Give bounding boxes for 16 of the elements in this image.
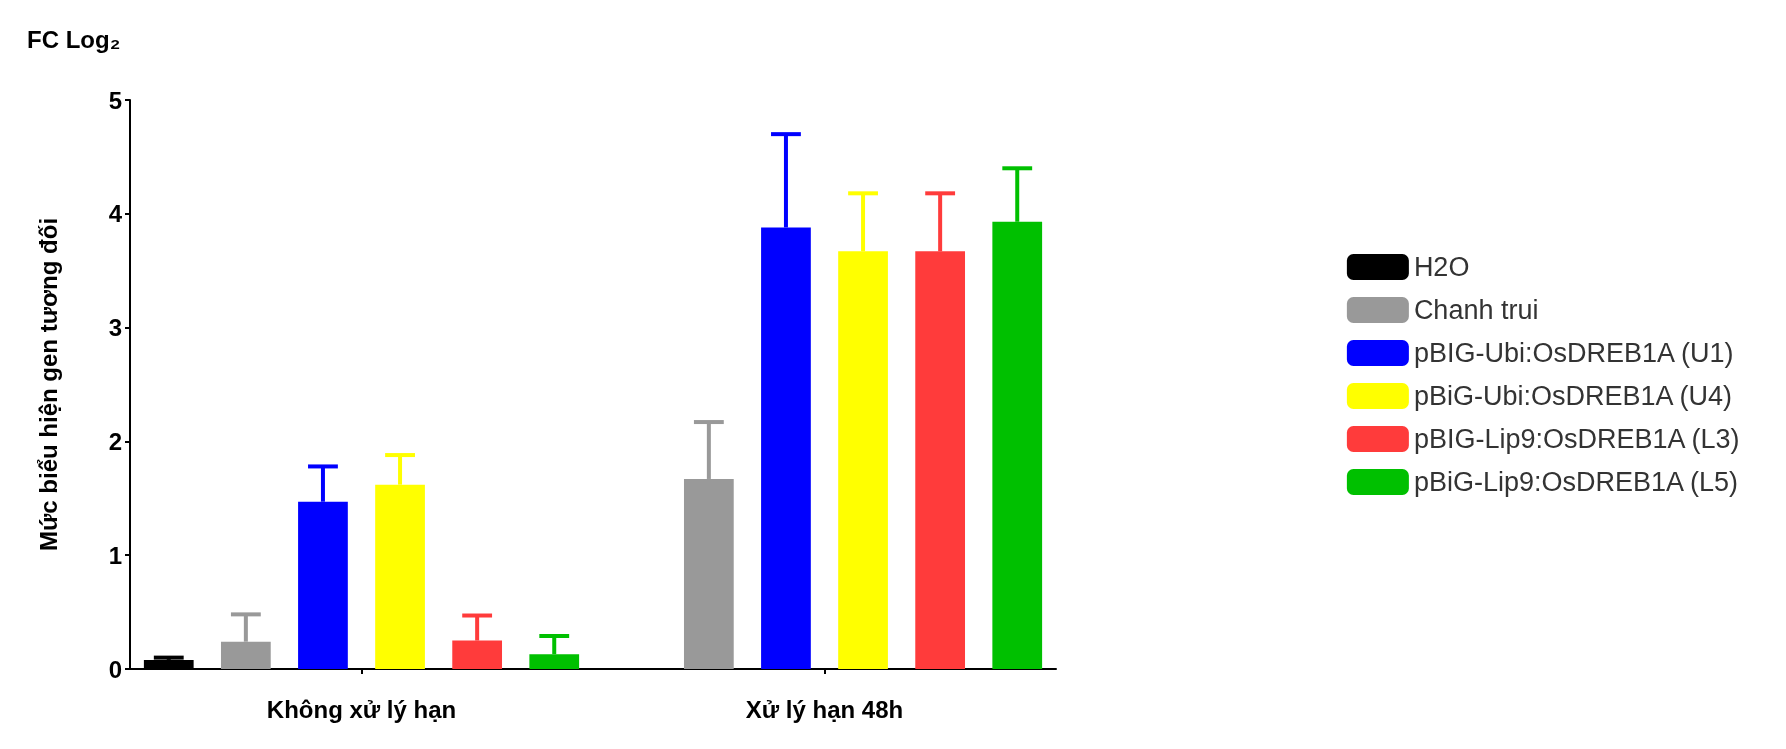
chart-title: FC Log₂ [27, 25, 121, 53]
y-tick-label: 1 [108, 541, 122, 569]
legend-label: pBIG-Lip9:OsDREB1A (L3) [1413, 424, 1740, 454]
legend-label: pBiG-Ubi:OsDREB1A (U4) [1413, 381, 1732, 411]
x-tick-label: Không xử lý hạn [266, 695, 457, 723]
y-axis-title: Mức biểu hiện gen tương đối [34, 217, 62, 552]
y-tick-label: 0 [108, 655, 122, 683]
legend-label: Chanh trui [1413, 295, 1539, 325]
legend-label: H2O [1413, 252, 1470, 282]
legend-label: pBiG-Lip9:OsDREB1A (L5) [1413, 467, 1739, 497]
legend-label: pBIG-Ubi:OsDREB1A (U1) [1413, 338, 1734, 368]
y-tick-label: 3 [108, 314, 122, 342]
x-tick-label: Xử lý hạn 48h [745, 695, 904, 723]
y-tick-label: 4 [108, 200, 123, 228]
y-tick-label: 2 [108, 427, 122, 455]
y-tick-label: 5 [108, 86, 122, 114]
